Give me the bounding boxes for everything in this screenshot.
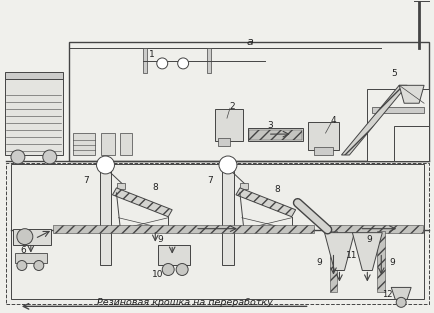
- Text: 2: 2: [229, 102, 234, 111]
- Circle shape: [17, 229, 33, 244]
- Text: Резиновая крошка на переработку: Резиновая крошка на переработку: [97, 298, 273, 307]
- Text: 11: 11: [345, 251, 356, 260]
- Bar: [99, 168, 111, 264]
- Text: 7: 7: [83, 177, 89, 185]
- Bar: [214, 109, 242, 141]
- Polygon shape: [352, 233, 381, 270]
- Bar: [313, 147, 333, 155]
- Bar: [247, 128, 302, 141]
- Bar: [143, 49, 147, 73]
- Bar: [13, 229, 51, 244]
- Polygon shape: [235, 188, 295, 217]
- Bar: [72, 133, 94, 155]
- Bar: [239, 183, 247, 189]
- Bar: [100, 133, 115, 155]
- Text: 9: 9: [316, 258, 322, 267]
- Bar: [217, 138, 230, 146]
- Text: 1: 1: [149, 50, 155, 59]
- Text: 8: 8: [152, 183, 158, 192]
- Bar: [158, 244, 190, 264]
- Bar: [366, 89, 428, 161]
- Bar: [117, 183, 125, 189]
- Polygon shape: [398, 85, 423, 103]
- Bar: [207, 49, 210, 73]
- Bar: [307, 122, 339, 150]
- Bar: [5, 72, 62, 79]
- Polygon shape: [112, 188, 172, 217]
- Bar: [327, 225, 422, 233]
- Bar: [248, 130, 301, 140]
- Bar: [53, 225, 313, 233]
- Bar: [69, 42, 428, 161]
- Bar: [329, 231, 337, 292]
- Polygon shape: [390, 287, 410, 299]
- Circle shape: [177, 58, 188, 69]
- Circle shape: [395, 297, 405, 307]
- Circle shape: [176, 264, 187, 275]
- Text: 9: 9: [157, 235, 163, 244]
- Circle shape: [162, 264, 174, 275]
- Text: 9: 9: [388, 258, 394, 267]
- Polygon shape: [341, 85, 406, 155]
- Bar: [372, 107, 423, 113]
- Text: 10: 10: [151, 270, 163, 279]
- Text: 3: 3: [266, 121, 272, 130]
- Polygon shape: [324, 233, 354, 270]
- Circle shape: [218, 156, 237, 174]
- Text: a: a: [246, 37, 253, 47]
- Circle shape: [11, 150, 25, 164]
- Bar: [393, 126, 428, 161]
- Bar: [6, 163, 428, 304]
- Circle shape: [34, 260, 44, 270]
- Circle shape: [17, 260, 27, 270]
- Text: 4: 4: [330, 116, 335, 125]
- Text: 12: 12: [381, 290, 391, 299]
- Bar: [120, 133, 132, 155]
- Bar: [376, 231, 385, 292]
- Circle shape: [96, 156, 114, 174]
- Bar: [11, 164, 423, 299]
- Text: 6: 6: [20, 246, 26, 255]
- Bar: [15, 253, 46, 263]
- Text: 7: 7: [207, 177, 212, 185]
- Circle shape: [156, 58, 168, 69]
- Text: 9: 9: [365, 235, 372, 244]
- Text: 5: 5: [391, 69, 396, 78]
- Circle shape: [43, 150, 56, 164]
- Text: 8: 8: [274, 185, 280, 194]
- Bar: [5, 77, 62, 155]
- Bar: [221, 168, 233, 264]
